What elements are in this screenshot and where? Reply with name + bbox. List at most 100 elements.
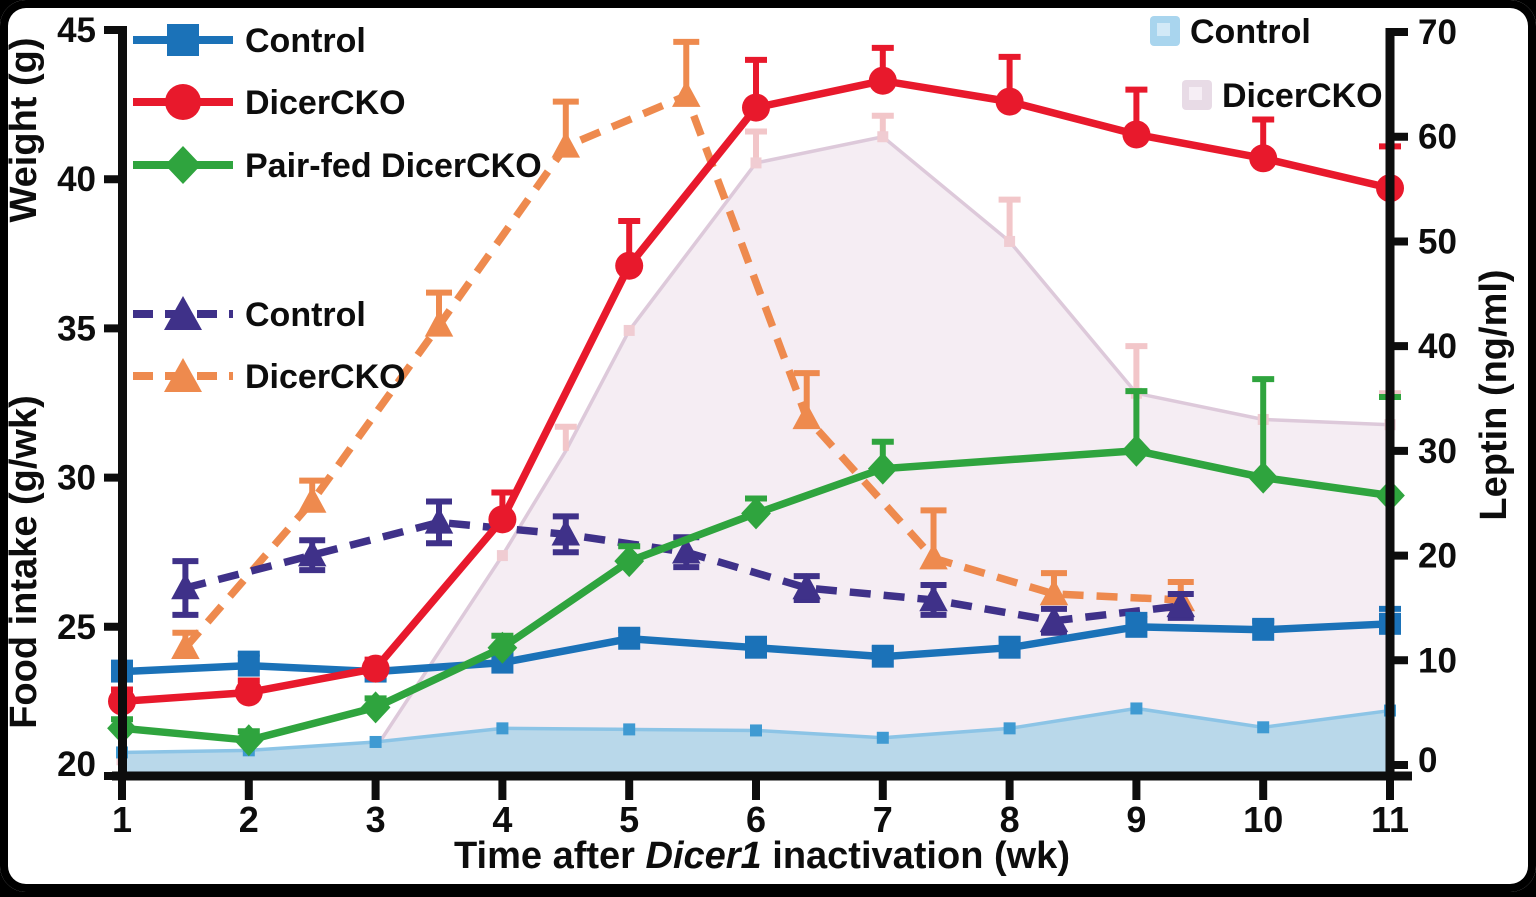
control-leptin-swatch-inner <box>1157 23 1170 36</box>
square-marker <box>871 645 894 668</box>
left-axis-tick-label: 40 <box>57 160 96 199</box>
circle-marker <box>488 505 517 534</box>
triangle-marker <box>1166 590 1196 618</box>
series-layer <box>107 38 1405 757</box>
triangle-marker <box>792 402 821 430</box>
legend-label: Control <box>245 296 366 334</box>
x-axis-tick-label: 8 <box>1000 799 1020 840</box>
x-axis-tick-label: 7 <box>873 799 893 840</box>
triangle-marker <box>672 537 701 564</box>
legend-item-dicercko-weight: DicerCKO <box>133 84 406 122</box>
legend-leptin: Control DicerCKO <box>1150 13 1383 115</box>
triangle-marker <box>551 519 581 546</box>
legend-label: DicerCKO <box>245 84 406 122</box>
triangle-marker <box>1039 578 1069 606</box>
square-marker <box>750 157 762 169</box>
circle-marker <box>234 678 263 707</box>
right-axis-label-leptin: Leptin (ng/ml) <box>1473 269 1515 520</box>
triangle-marker <box>672 80 701 107</box>
right-axis-tick-label: 10 <box>1418 641 1457 680</box>
square-marker <box>496 722 509 735</box>
x-axis-tick-label: 11 <box>1371 799 1409 840</box>
circle-marker <box>995 87 1024 116</box>
circle-marker <box>615 251 644 280</box>
x-axis-tick-label: 4 <box>492 799 512 840</box>
square-marker <box>1125 615 1148 638</box>
triangle-marker <box>551 131 581 158</box>
left-axis-tick-label: 45 <box>57 11 96 50</box>
legend-label: DicerCKO <box>245 358 406 396</box>
left-axis-label-weight: Weight (g) <box>3 37 45 222</box>
area-fill <box>122 136 1390 775</box>
series-line <box>121 446 1391 744</box>
legend-item-control-weight: Control <box>133 22 366 60</box>
leptin-area-layer <box>116 112 1401 775</box>
legend-item-dicercko-leptin: DicerCKO <box>1182 77 1383 115</box>
legend-weight: Control DicerCKO Pair-fed DicerCKO <box>133 22 542 185</box>
diamond-marker <box>1121 434 1152 467</box>
x-axis-tick-label: 1 <box>112 799 132 840</box>
legend-label: DicerCKO <box>1222 77 1383 115</box>
dicercko-leptin-swatch-inner <box>1189 87 1202 100</box>
control-weight-square-icon <box>167 24 199 56</box>
circle-marker <box>1249 144 1278 173</box>
triangle-marker <box>424 310 454 337</box>
square-marker <box>623 723 636 736</box>
diamond-marker <box>614 545 645 578</box>
left-axis-label-food-intake: Food intake (g/wk) <box>3 395 45 729</box>
right-axis-tick-label: 40 <box>1418 327 1457 366</box>
series-dicercko-food-intake <box>171 38 1196 659</box>
diamond-marker <box>1248 461 1279 494</box>
legend-item-control-food: Control <box>133 296 366 334</box>
triangle-marker <box>297 486 327 513</box>
legend-item-dicercko-food: DicerCKO <box>133 358 406 396</box>
legend-item-pairfed-weight: Pair-fed DicerCKO <box>133 146 542 185</box>
triangle-marker <box>919 584 948 612</box>
diamond-marker <box>867 452 898 485</box>
square-marker <box>618 627 641 650</box>
right-axis-tick-label: 70 <box>1418 13 1457 52</box>
triangle-marker <box>792 573 821 600</box>
legend-label: Pair-fed DicerCKO <box>245 147 542 185</box>
x-axis-tick-label: 6 <box>746 799 766 840</box>
circle-marker <box>868 66 897 95</box>
triangle-marker <box>919 543 948 570</box>
square-marker <box>1003 722 1016 735</box>
square-marker <box>1257 721 1270 734</box>
triangle-marker <box>297 540 327 567</box>
right-axis-tick-label: 60 <box>1418 118 1457 157</box>
left-axis-tick-label: 20 <box>57 745 96 784</box>
control-food-triangle-icon <box>164 296 202 330</box>
series-dicercko-leptin <box>116 112 1401 775</box>
right-axis-tick-label: 50 <box>1418 222 1457 261</box>
square-marker <box>750 724 762 737</box>
square-marker <box>237 654 260 677</box>
square-marker <box>745 636 767 659</box>
circle-marker <box>742 93 770 122</box>
legend-food-intake: Control DicerCKO <box>133 296 406 396</box>
area-fill <box>122 708 1390 774</box>
triangle-marker <box>171 632 200 659</box>
square-marker <box>623 324 635 336</box>
left-axis-tick-label: 25 <box>57 608 96 647</box>
pairfed-weight-diamond-icon <box>165 146 201 184</box>
diamond-marker <box>487 631 518 664</box>
circle-marker <box>361 654 390 683</box>
x-axis-title: Time after Dicer1 inactivation (wk) <box>454 835 1070 877</box>
square-marker <box>1130 702 1143 715</box>
series-dicercko-weight <box>108 44 1404 716</box>
x-axis-tick-label: 2 <box>239 799 259 840</box>
legend-item-control-leptin: Control <box>1150 13 1311 51</box>
x-axis-tick-label: 10 <box>1243 799 1283 840</box>
circle-marker <box>1122 120 1151 149</box>
square-marker <box>998 636 1021 659</box>
triangle-marker <box>424 507 454 534</box>
square-marker <box>1252 618 1275 641</box>
diamond-marker <box>741 497 771 530</box>
square-marker <box>876 731 889 744</box>
legend-label: Control <box>1190 13 1311 51</box>
square-marker <box>369 735 382 748</box>
